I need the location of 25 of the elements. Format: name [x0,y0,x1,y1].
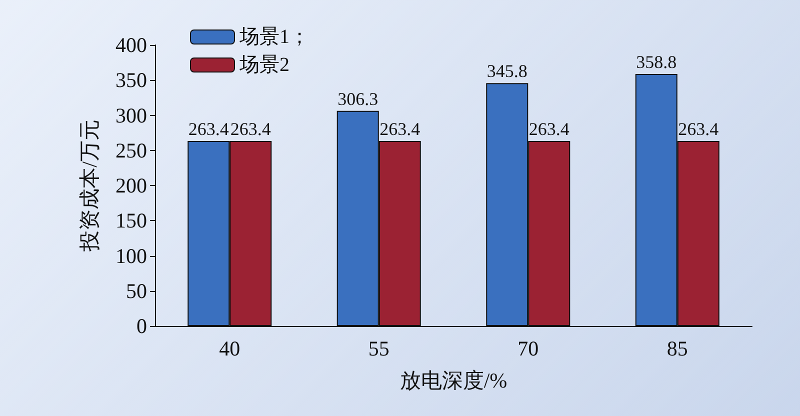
data-label: 306.3 [338,88,378,109]
y-tick-label: 100 [116,244,147,268]
y-tick-label: 200 [116,174,147,198]
y-tick-label: 350 [116,68,147,92]
data-label: 263.4 [678,118,719,139]
y-tick-label: 300 [116,103,147,128]
x-tick-label: 85 [666,336,688,360]
x-axis-title: 放电深度/% [400,368,508,392]
data-label: 263.4 [528,118,570,139]
data-label: 358.8 [636,52,677,72]
data-label: 263.4 [230,118,271,139]
y-tick-label: 250 [116,138,147,162]
y-tick-label: 400 [116,33,147,57]
data-label: 263.4 [380,118,420,139]
x-tick-label: 70 [518,336,539,360]
legend-label: 场景2 [238,54,290,76]
y-axis-title: 投资成本/万元 [78,120,102,252]
y-tick-label: 150 [116,208,147,233]
x-tick-label: 40 [219,336,240,360]
data-label: 263.4 [188,118,229,139]
x-tick-label: 55 [368,336,390,360]
y-tick-label: 50 [126,278,147,303]
data-label: 345.8 [486,61,528,82]
legend-label: 场景1； [238,26,310,48]
y-tick-label: 0 [136,314,147,338]
